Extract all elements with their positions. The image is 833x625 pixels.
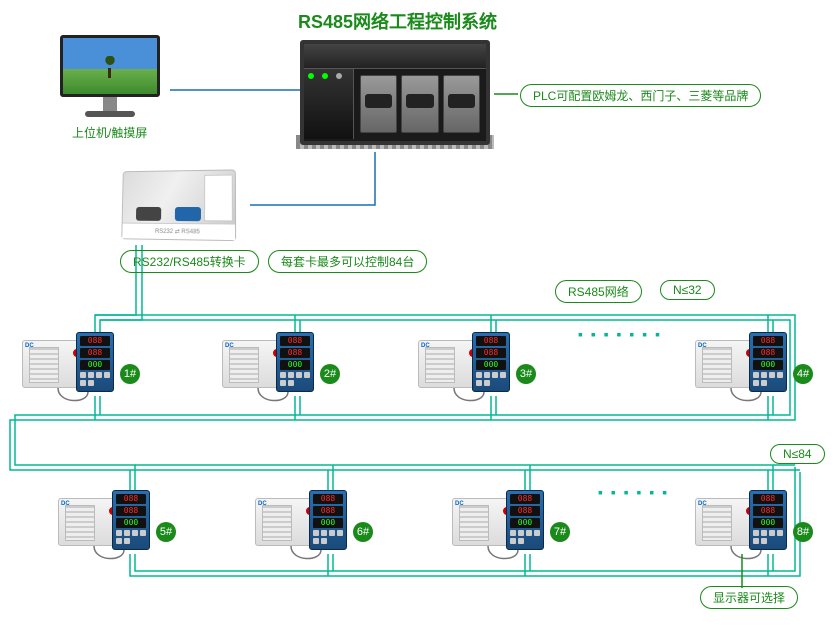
monitor-device — [60, 35, 160, 125]
monitor-label: 上位机/触摸屏 — [72, 124, 147, 141]
psu-id-badge: 3# — [516, 364, 536, 384]
diagram-title: RS485网络工程控制系统 — [298, 8, 497, 34]
psu-id-badge: 2# — [320, 364, 340, 384]
psu-id-badge: 8# — [793, 522, 813, 542]
psu-unit-3: DC 088 088 000 — [418, 332, 510, 394]
psu-unit-7: DC 088 088 000 — [452, 490, 544, 552]
plc-note: PLC可配置欧姆龙、西门子、三菱等品牌 — [520, 84, 761, 107]
limit-row1-label: N≤32 — [660, 280, 715, 300]
converter-label: RS232/RS485转换卡 — [120, 250, 259, 273]
psu-display: 088 088 000 — [309, 490, 347, 550]
psu-display: 088 088 000 — [112, 490, 150, 550]
limit-row2-label: N≤84 — [770, 444, 825, 464]
psu-display: 088 088 000 — [749, 332, 787, 392]
psu-unit-5: DC 088 088 000 — [58, 490, 150, 552]
bus-label: RS485网络 — [555, 280, 642, 303]
psu-unit-4: DC 088 088 000 — [695, 332, 787, 394]
psu-display: 088 088 000 — [276, 332, 314, 392]
psu-unit-8: DC 088 088 000 — [695, 490, 787, 552]
psu-unit-6: DC 088 088 000 — [255, 490, 347, 552]
psu-display: 088 088 000 — [749, 490, 787, 550]
psu-display: 088 088 000 — [472, 332, 510, 392]
psu-unit-1: DC 088 088 000 — [22, 332, 114, 394]
psu-unit-2: DC 088 088 000 — [222, 332, 314, 394]
psu-id-badge: 4# — [793, 364, 813, 384]
psu-id-badge: 1# — [120, 364, 140, 384]
psu-id-badge: 7# — [550, 522, 570, 542]
psu-id-badge: 6# — [353, 522, 373, 542]
continuation-dots-row2: ▪ ▪ ▪ ▪ ▪ ▪ — [598, 484, 669, 500]
psu-id-badge: 5# — [156, 522, 176, 542]
continuation-dots-row1: ▪ ▪ ▪ ▪ ▪ ▪ ▪ — [578, 326, 662, 342]
display-note-label: 显示器可选择 — [700, 586, 798, 609]
psu-display: 088 088 000 — [76, 332, 114, 392]
plc-device — [300, 40, 490, 145]
converter-device: RS232 ⇄ RS485 — [121, 169, 236, 241]
converter-note-label: 每套卡最多可以控制84台 — [268, 250, 427, 273]
psu-display: 088 088 000 — [506, 490, 544, 550]
